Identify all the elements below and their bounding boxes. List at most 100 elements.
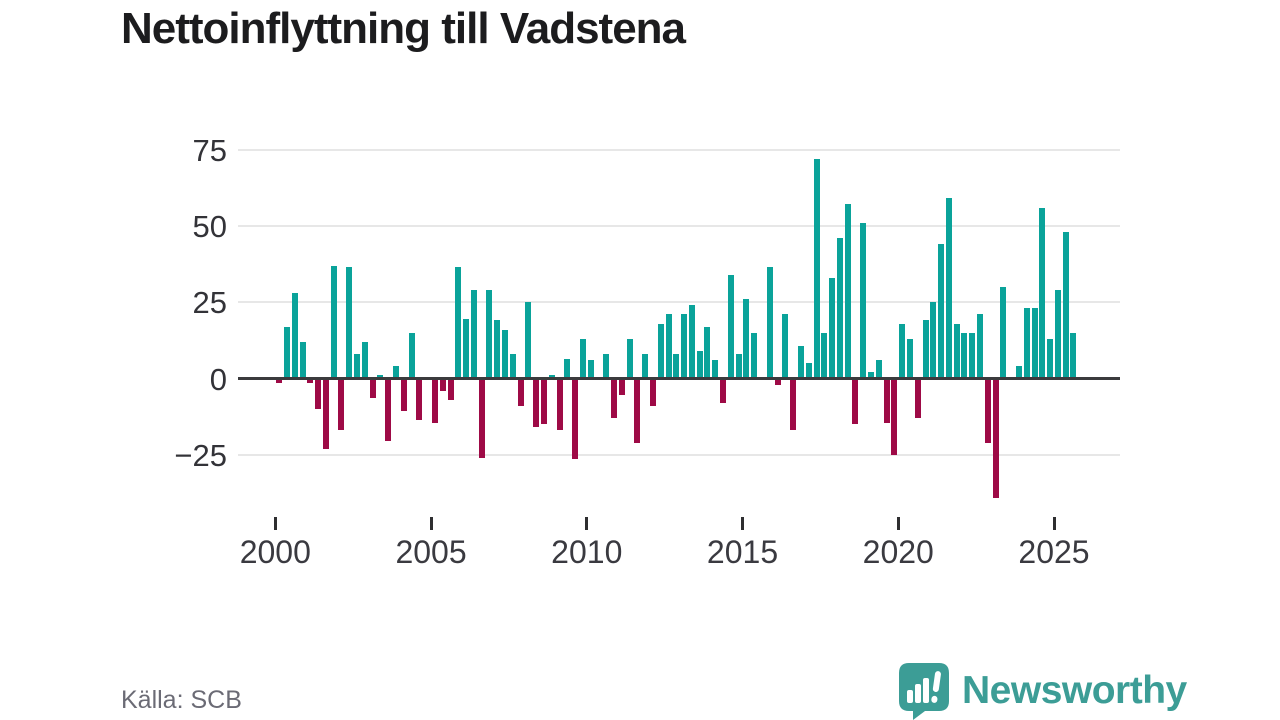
bar-2007-Q3 (509, 354, 516, 379)
bar-2001-Q3 (322, 378, 329, 449)
source-caption: Källa: SCB (121, 686, 242, 714)
bar-2016-Q4 (797, 346, 804, 379)
y-axis-label-0: 0 (209, 361, 227, 397)
bar-2014-Q4 (735, 354, 742, 379)
bar-2010-Q1 (587, 360, 594, 379)
x-axis-label-2020: 2020 (862, 534, 934, 570)
bar-2002-Q2 (346, 267, 353, 379)
newsworthy-logo: Newsworthy (898, 662, 1187, 720)
bar-2011-Q3 (634, 378, 641, 443)
x-axis-label-2010: 2010 (551, 534, 623, 570)
bar-2007-Q4 (517, 378, 524, 406)
x-axis-tick-2000 (273, 517, 277, 530)
bar-2007-Q2 (502, 329, 509, 379)
bar-2003-Q3 (385, 378, 392, 442)
bar-2000-Q4 (299, 341, 306, 379)
x-axis-tick-2025 (1052, 517, 1056, 530)
bar-2003-Q4 (393, 366, 399, 379)
x-axis-label-2005: 2005 (395, 534, 467, 570)
bar-2022-Q1 (961, 332, 968, 379)
exclamation-glyph (931, 671, 941, 703)
bar-2024-Q2 (1031, 308, 1038, 379)
bar-2024-Q3 (1039, 207, 1046, 379)
bar-2017-Q4 (829, 277, 836, 379)
chart-title: Nettoinflyttning till Vadstena (121, 4, 686, 53)
bar-2012-Q3 (665, 314, 672, 379)
bar-2016-Q1 (774, 378, 781, 385)
bar-2006-Q3 (478, 378, 485, 458)
bar-2014-Q1 (712, 360, 719, 379)
bar-2020-Q2 (906, 338, 913, 379)
bar-2006-Q4 (486, 289, 493, 379)
bar-2007-Q1 (494, 320, 501, 379)
bar-2005-Q3 (447, 378, 454, 400)
bar-2013-Q4 (704, 326, 711, 379)
bar-2012-Q1 (649, 378, 656, 406)
gridline-75 (238, 148, 1120, 151)
bar-2020-Q4 (922, 320, 929, 379)
bar-2000-Q1 (276, 378, 283, 384)
bar-2017-Q3 (821, 332, 828, 379)
bar-2017-Q1 (805, 363, 812, 379)
bar-2022-Q3 (977, 314, 984, 379)
x-axis-label-2015: 2015 (706, 534, 779, 570)
bar-2025-Q1 (1054, 289, 1061, 379)
bar-2023-Q2 (1000, 286, 1007, 379)
bar-2002-Q4 (361, 341, 368, 379)
bar-2000-Q3 (291, 293, 298, 379)
newsworthy-bubble-icon (899, 663, 949, 720)
bar-2024-Q4 (1047, 338, 1054, 379)
bar-2023-Q1 (992, 378, 999, 498)
bar-2009-Q4 (579, 338, 586, 379)
gridline-50 (238, 224, 1120, 227)
bar-2008-Q1 (525, 302, 532, 379)
y-axis-label-50: 50 (192, 208, 227, 244)
bar-2019-Q2 (875, 360, 882, 379)
bar-2015-Q2 (751, 332, 758, 379)
bar-2013-Q2 (688, 305, 695, 379)
newsworthy-wordmark: Newsworthy (962, 669, 1187, 712)
bar-2002-Q3 (354, 354, 361, 379)
y-axis-label-−25: −25 (174, 437, 227, 473)
bar-2015-Q4 (766, 267, 773, 379)
gridline-−25 (238, 453, 1120, 456)
y-axis-label-25: 25 (192, 285, 227, 321)
bar-2001-Q4 (330, 265, 337, 379)
bar-2002-Q1 (338, 378, 345, 431)
bar-2011-Q2 (626, 338, 633, 379)
bar-2003-Q1 (369, 378, 376, 399)
bar-2004-Q3 (416, 378, 423, 420)
bar-2012-Q4 (673, 354, 680, 379)
bar-2025-Q3 (1070, 332, 1077, 379)
x-axis-tick-2020 (896, 517, 900, 530)
x-axis-label-2025: 2025 (1018, 534, 1090, 570)
bar-2022-Q2 (969, 332, 976, 379)
bar-2021-Q4 (953, 323, 960, 379)
bar-2012-Q2 (657, 323, 664, 379)
bar-2013-Q1 (681, 314, 688, 379)
bar-2003-Q2 (377, 375, 384, 379)
bar-2021-Q2 (938, 244, 945, 379)
bar-2004-Q1 (400, 378, 407, 411)
bar-2001-Q1 (307, 378, 314, 384)
bar-2008-Q3 (540, 378, 547, 425)
bar-2020-Q3 (914, 378, 921, 419)
bar-2016-Q3 (790, 378, 797, 431)
bar-2022-Q4 (984, 378, 991, 443)
mini-bar-chart-glyph (907, 671, 941, 703)
y-axis-label-75: 75 (192, 132, 227, 168)
bar-2017-Q2 (813, 158, 820, 379)
bar-2013-Q3 (696, 351, 703, 379)
bar-2006-Q1 (463, 318, 470, 379)
bar-2014-Q2 (720, 378, 727, 403)
bar-2001-Q2 (315, 378, 322, 410)
bar-2011-Q4 (642, 354, 649, 379)
bar-2010-Q4 (611, 378, 618, 419)
zero-axis-line (238, 377, 1120, 380)
bar-2018-Q3 (852, 378, 859, 425)
bar-2004-Q2 (408, 332, 415, 379)
bar-2025-Q2 (1062, 231, 1069, 379)
bar-2009-Q1 (556, 378, 563, 431)
bar-2019-Q4 (891, 378, 898, 455)
x-axis-label-2000: 2000 (239, 534, 311, 570)
